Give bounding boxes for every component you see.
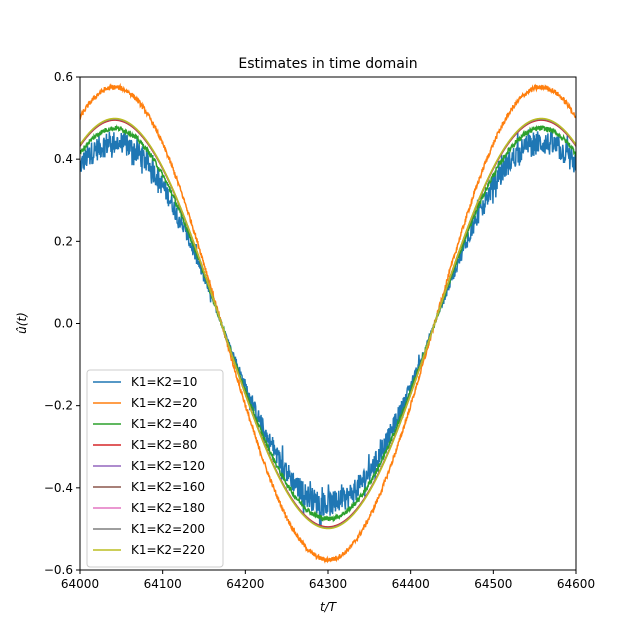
y-tick-label: 0.6 [54, 70, 73, 84]
y-axis-ticks: −0.6 −0.4 −0.2 0.0 0.2 0.4 0.6 [44, 70, 80, 577]
legend-entry: K1=K2=80 [131, 438, 197, 452]
series-line-k1-k2-220 [80, 117, 576, 530]
series-line-k1-k2-20 [80, 82, 576, 564]
x-axis-ticks: 64000 64100 64200 64300 64400 64500 64600 [61, 570, 595, 591]
y-tick-label: 0.4 [54, 152, 73, 166]
y-tick-label: −0.6 [44, 563, 73, 577]
x-tick-label: 64600 [557, 577, 595, 591]
legend-entry: K1=K2=160 [131, 480, 205, 494]
x-tick-label: 64000 [61, 577, 99, 591]
x-tick-label: 64100 [144, 577, 182, 591]
legend-entry: K1=K2=40 [131, 417, 197, 431]
series-line-k1-k2-10 [80, 129, 576, 527]
legend-entry: K1=K2=10 [131, 375, 197, 389]
y-tick-label: 0.0 [54, 317, 73, 331]
x-tick-label: 64400 [392, 577, 430, 591]
x-tick-label: 64300 [309, 577, 347, 591]
y-tick-label: 0.2 [54, 234, 73, 248]
legend-entry: K1=K2=180 [131, 501, 205, 515]
series-group [80, 82, 576, 564]
legend-entry: K1=K2=200 [131, 522, 205, 536]
legend-box [86, 369, 224, 568]
legend: K1=K2=10 K1=K2=20 K1=K2=40 K1=K2=80 K1=K2=12… [86, 369, 224, 568]
x-tick-label: 64500 [474, 577, 512, 591]
x-axis-label: t/T [320, 600, 338, 614]
series-line-k1-k2-40 [80, 124, 576, 523]
legend-entry: K1=K2=20 [131, 396, 197, 410]
legend-entry: K1=K2=220 [131, 543, 205, 557]
y-tick-label: −0.2 [44, 399, 73, 413]
y-axis-label: û(t) [15, 312, 29, 334]
legend-entry: K1=K2=120 [131, 459, 205, 473]
x-tick-label: 64200 [226, 577, 264, 591]
y-tick-label: −0.4 [44, 481, 73, 495]
chart-title: Estimates in time domain [238, 56, 417, 72]
